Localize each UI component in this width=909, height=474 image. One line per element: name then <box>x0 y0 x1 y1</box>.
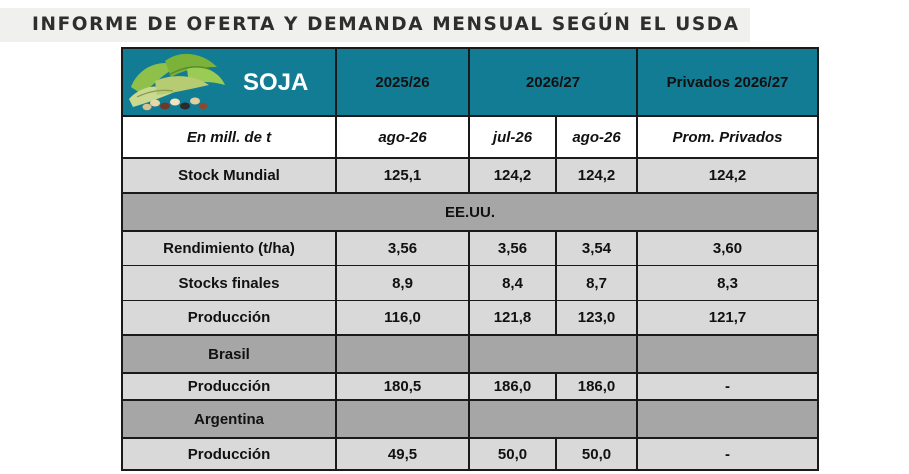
subheader-row: En mill. de t ago-26 jul-26 ago-26 Prom.… <box>121 115 820 159</box>
cell-value: 3,56 <box>335 230 470 266</box>
cell-value: 124,2 <box>468 157 557 194</box>
cell-value: - <box>636 437 820 471</box>
row-label: Stock Mundial <box>121 157 337 194</box>
table-row: Rendimiento (t/ha) 3,56 3,56 3,54 3,60 <box>121 230 820 266</box>
cell-value: 125,1 <box>335 157 470 194</box>
row-label: Stocks finales <box>121 265 337 301</box>
section-row-argentina: Argentina <box>121 399 820 439</box>
section-row-brasil: Brasil <box>121 334 820 374</box>
product-cell: SOJA <box>121 47 337 117</box>
cell-value: 50,0 <box>468 437 557 471</box>
table-row: Stock Mundial 125,1 124,2 124,2 124,2 <box>121 157 820 194</box>
cell-value-highlight: 186,0 <box>554 372 639 401</box>
page-title: INFORME DE OFERTA Y DEMANDA MENSUAL SEGÚ… <box>32 14 740 35</box>
soybean-pods-icon <box>129 53 225 111</box>
cell-value: 8,3 <box>636 265 820 301</box>
empty-cell <box>636 399 820 439</box>
cell-value: 3,56 <box>468 230 557 266</box>
table-row: Stocks finales 8,9 8,4 8,7 8,3 <box>121 265 820 301</box>
cell-value: 3,60 <box>636 230 820 266</box>
table-row: Producción 116,0 121,8 123,0 121,7 <box>121 300 820 336</box>
cell-value: 121,7 <box>636 300 820 336</box>
cell-value: 124,2 <box>636 157 820 194</box>
row-label: Rendimiento (t/ha) <box>121 230 337 266</box>
section-heading: Brasil <box>121 334 337 374</box>
subheader-prom-privados: Prom. Privados <box>636 115 820 159</box>
cell-value-highlight: 3,54 <box>554 230 639 266</box>
cell-value: 49,5 <box>335 437 470 471</box>
cell-value: 8,9 <box>335 265 470 301</box>
empty-cell <box>467 399 639 439</box>
cell-value-highlight: 123,0 <box>554 300 639 336</box>
row-label: Producción <box>121 300 337 336</box>
empty-cell <box>636 334 820 374</box>
cell-value: 186,0 <box>468 372 557 401</box>
cell-value: 121,8 <box>468 300 557 336</box>
section-heading: EE.UU. <box>120 192 820 232</box>
header-privados: Privados 2026/27 <box>636 47 820 117</box>
table-row: Producción 180,5 186,0 186,0 - <box>121 372 820 401</box>
table-row: Producción 49,5 50,0 50,0 - <box>121 437 820 471</box>
cell-value-highlight: 124,2 <box>554 157 639 194</box>
empty-cell <box>467 334 639 374</box>
cell-value-highlight: 50,0 <box>554 437 639 471</box>
subheader-ago-26-a: ago-26 <box>335 115 470 159</box>
cell-value: 180,5 <box>335 372 470 401</box>
empty-cell <box>335 334 470 374</box>
cell-value: - <box>636 372 820 401</box>
product-label: SOJA <box>243 69 309 96</box>
header-row: SOJA 2025/26 2026/27 Privados 2026/27 <box>121 47 820 117</box>
empty-cell <box>335 399 470 439</box>
title-band: INFORME DE OFERTA Y DEMANDA MENSUAL SEGÚ… <box>0 8 750 42</box>
row-label: Producción <box>121 437 337 471</box>
cell-value: 8,4 <box>468 265 557 301</box>
header-2026-27: 2026/27 <box>467 47 639 117</box>
cell-value: 116,0 <box>335 300 470 336</box>
cell-value-highlight: 8,7 <box>554 265 639 301</box>
section-row-us: EE.UU. <box>120 192 820 232</box>
row-label: Producción <box>121 372 337 401</box>
section-heading: Argentina <box>121 399 337 439</box>
subheader-ago-26-b: ago-26 <box>554 115 639 159</box>
supply-demand-table: SOJA 2025/26 2026/27 Privados 2026/27 En… <box>120 47 820 471</box>
subheader-jul-26: jul-26 <box>468 115 557 159</box>
unit-label: En mill. de t <box>121 115 337 159</box>
header-2025-26: 2025/26 <box>335 47 470 117</box>
